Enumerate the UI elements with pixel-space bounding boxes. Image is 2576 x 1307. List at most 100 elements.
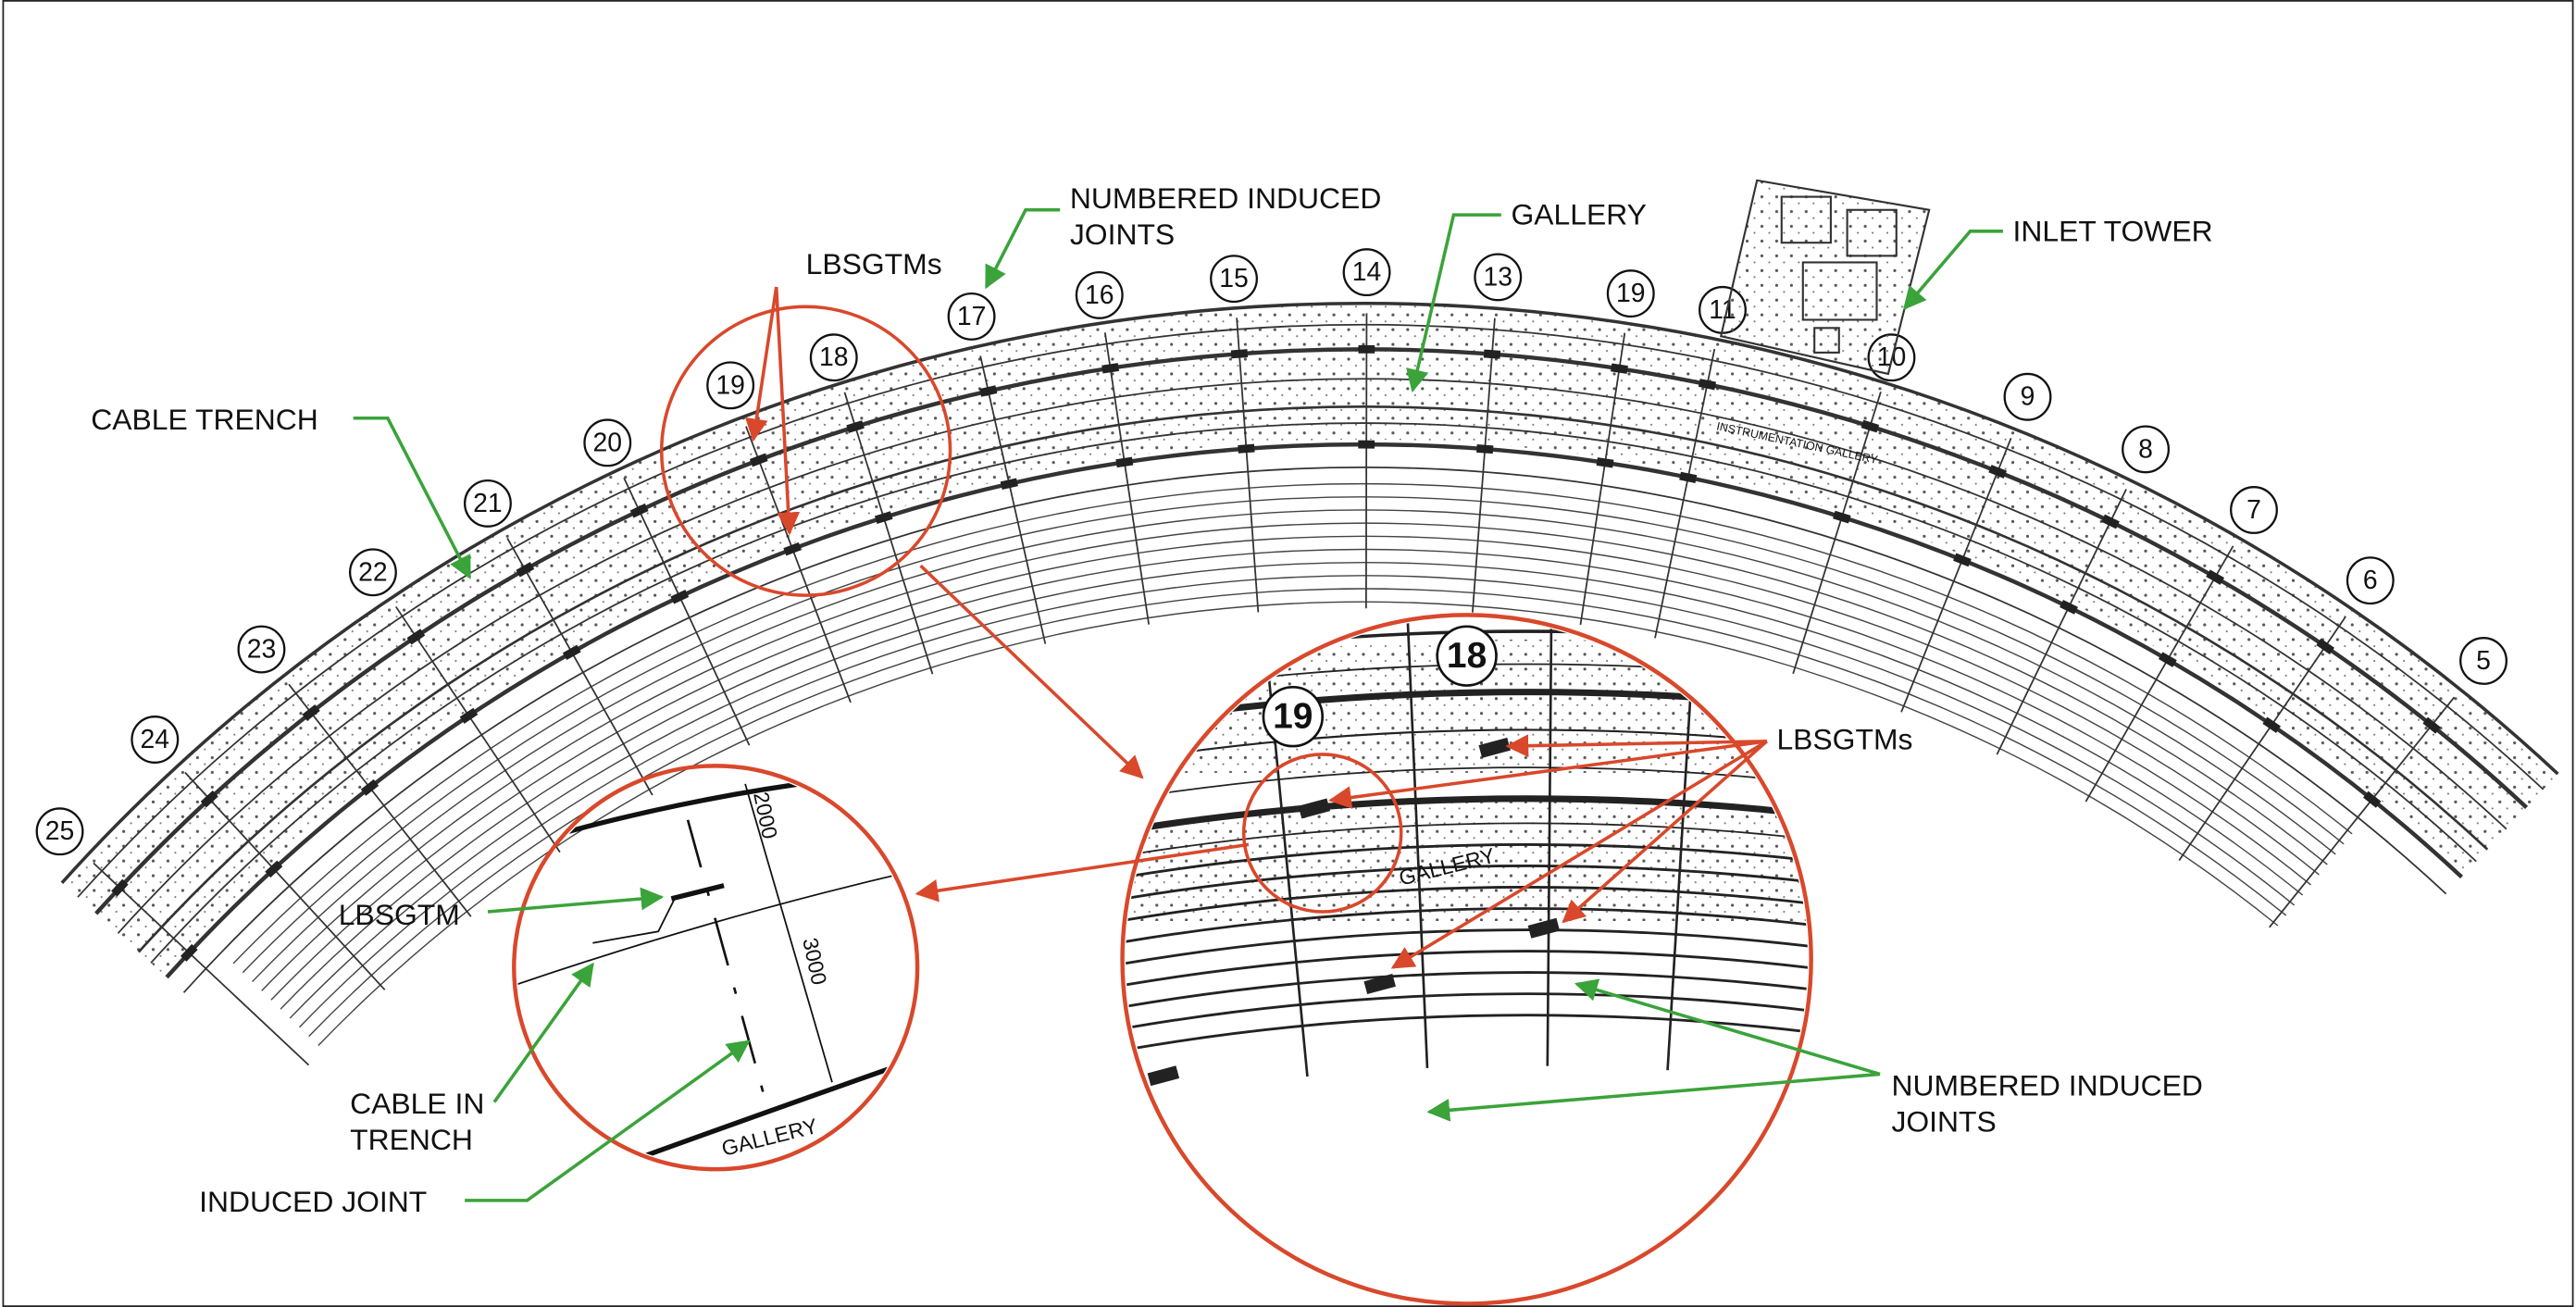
- detail-line: [516, 868, 915, 993]
- dam-line: [1126, 907, 1809, 1058]
- lbsgtm: [562, 644, 581, 661]
- zoom-circle: [659, 305, 952, 597]
- lbsgtm: [360, 778, 380, 796]
- label: GALLERY: [1511, 198, 1646, 231]
- zoom-arrow: [915, 842, 1250, 902]
- lbsgtm: [874, 511, 893, 524]
- joint-circle: [706, 361, 755, 410]
- dam-line: [270, 535, 2320, 1001]
- induced-joint: [2178, 616, 2346, 862]
- joint-number: 19: [716, 370, 745, 400]
- arrow: [1406, 213, 1501, 393]
- dam-line: [317, 601, 2279, 1046]
- lbsgtm: [2158, 652, 2177, 667]
- label: TRENCH: [350, 1123, 473, 1156]
- dam-line: [1126, 928, 1809, 1078]
- lbsgtm: [1358, 440, 1375, 449]
- dam-line: [77, 323, 2545, 898]
- dam-line: [117, 378, 2508, 934]
- lbsgtm: [1833, 510, 1851, 524]
- induced-joint: [745, 426, 852, 703]
- lbsgtm: [1476, 443, 1494, 454]
- induced-joint: [979, 355, 1047, 644]
- dam-line: [60, 302, 2559, 884]
- label: LBSGTM: [339, 898, 460, 931]
- zoom-arrow: [919, 564, 1144, 779]
- induced-joint: [1546, 617, 1553, 1066]
- induced-joint: [1471, 317, 1496, 613]
- concrete-band: [61, 303, 2558, 975]
- joint-number: 8: [2138, 434, 2153, 464]
- lbsgtm: [1679, 471, 1698, 483]
- lbsgtm: [670, 589, 690, 604]
- lbsgtm: [1698, 379, 1717, 391]
- lbsgtm: [2422, 716, 2441, 734]
- joint-number: 24: [141, 725, 170, 754]
- dam-line: [1126, 950, 1809, 1098]
- joint-number: 15: [1219, 264, 1249, 293]
- joint-number: 19: [1616, 279, 1646, 308]
- induced-joint: [2269, 696, 2456, 928]
- lbsgtm: [979, 385, 998, 397]
- arrow: [1390, 740, 1768, 969]
- inlet-tower: [1719, 179, 1931, 376]
- arrow: [1903, 230, 2003, 310]
- detail-circle: [512, 764, 920, 1172]
- lbsgtm: [2262, 716, 2282, 733]
- lbsgtm: [749, 453, 768, 467]
- lbsgtm: [516, 562, 535, 578]
- joint-number: 25: [45, 816, 75, 846]
- induced-joint: [2084, 545, 2234, 803]
- lbsgtm: [1611, 363, 1628, 374]
- joint-circle: [463, 479, 512, 528]
- lbsgtm: [1358, 344, 1375, 354]
- joint-number: 23: [247, 635, 277, 665]
- joint-circle: [2346, 556, 2395, 605]
- induced-joint: [184, 771, 386, 990]
- joint-circle: [35, 807, 84, 856]
- joint-number: 18: [819, 342, 849, 372]
- arrow: [1328, 740, 1768, 809]
- lbsgtm: [200, 790, 218, 808]
- lbsgtm: [111, 878, 129, 897]
- joint-number: 13: [1484, 262, 1513, 292]
- label: CABLE TRENCH: [91, 403, 318, 436]
- label: INLET TOWER: [2013, 214, 2213, 247]
- lbsgtm: [2316, 638, 2334, 655]
- lbsgtm: [783, 541, 803, 556]
- joint-circle: [237, 625, 286, 674]
- arrow: [1562, 740, 1768, 924]
- induced-joint: [843, 392, 934, 675]
- dam-line: [1126, 1014, 1809, 1158]
- dam-line: [289, 561, 2304, 1019]
- joint-circle: [1210, 255, 1258, 304]
- lbsgtm: [670, 883, 725, 902]
- joint-circle: [2003, 372, 2052, 421]
- joint-number: 9: [2021, 382, 2035, 412]
- arrow: [745, 286, 778, 442]
- lbsgtm: [1988, 465, 2008, 479]
- dam-line: [1126, 822, 1809, 977]
- induced-joint: [93, 862, 310, 1066]
- lbsgtm: [2101, 514, 2120, 529]
- joint-number: 6: [2363, 566, 2378, 595]
- arrow: [1505, 734, 1767, 758]
- joint-circle: [809, 333, 858, 382]
- dam-line: [261, 522, 2328, 991]
- cable: [592, 898, 676, 944]
- lbsgtm: [629, 503, 649, 518]
- lbsgtm: [1115, 456, 1134, 468]
- arrow: [774, 286, 801, 536]
- joint-number: 19: [1273, 697, 1313, 737]
- lbsgtm: [1596, 457, 1614, 468]
- dam-line: [1126, 795, 1809, 957]
- dam-line: [251, 509, 2336, 983]
- joint-circle: [583, 418, 632, 467]
- label: LBSGTMs: [806, 247, 942, 280]
- joint-number: 14: [1352, 257, 1382, 287]
- dam-plan: 2524232221201918171615141319111098765: [35, 248, 2559, 1066]
- lbsgtm: [1000, 478, 1018, 490]
- dam-line: [1126, 971, 1809, 1118]
- arrow: [1574, 978, 1881, 1077]
- joint-circle: [348, 548, 397, 597]
